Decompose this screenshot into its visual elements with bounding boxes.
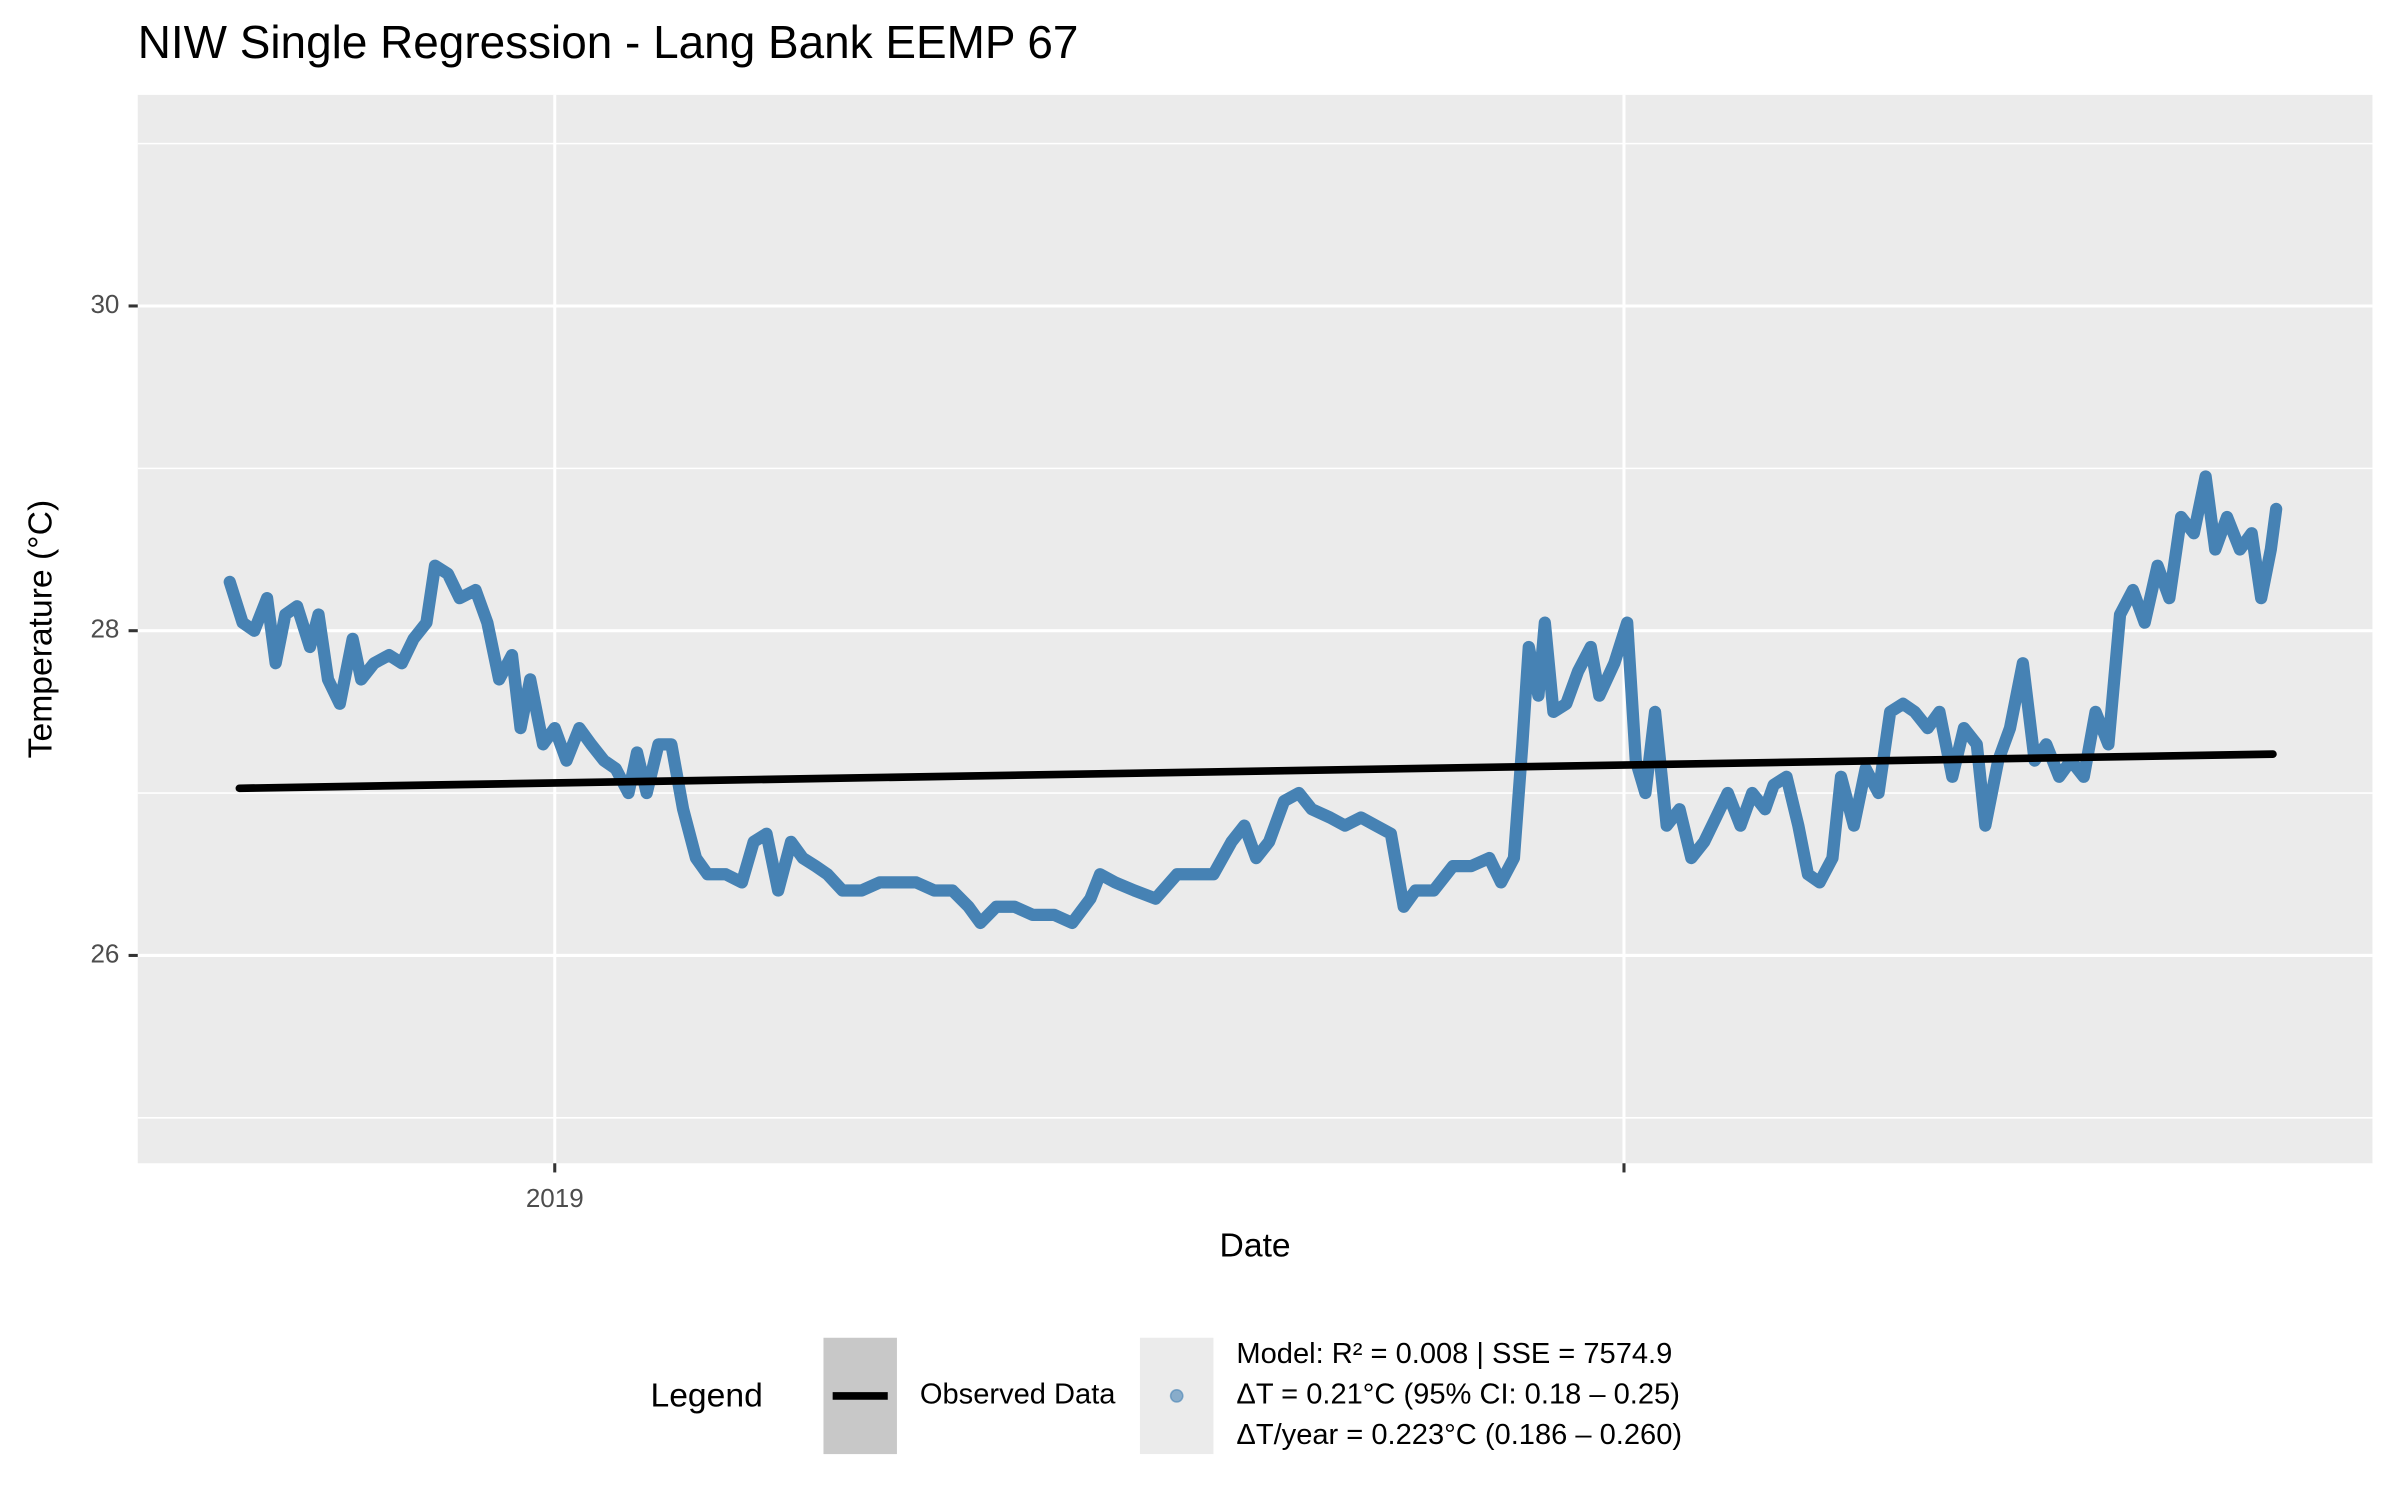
y-tick-label: 26 (90, 938, 119, 968)
y-axis-label: Temperature (°C) (23, 500, 60, 758)
legend-label: Observed Data (920, 1379, 1116, 1411)
data-line (223, 470, 2283, 930)
legend-label: ΔT = 0.21°C (95% CI: 0.18 – 0.25) (1236, 1379, 1680, 1411)
x-axis-label: Date (1220, 1227, 1291, 1264)
legend-point (1169, 1389, 1184, 1403)
data-line (235, 750, 2277, 793)
legend-title: Legend (651, 1377, 763, 1414)
y-tick-label: 30 (90, 289, 119, 319)
x-tick-label: 2019 (526, 1183, 584, 1213)
legend-label: ΔT/year = 0.223°C (0.186 – 0.260) (1236, 1419, 1682, 1451)
panel-background (137, 94, 2373, 1164)
y-tick-label: 28 (90, 614, 119, 644)
legend-label: Model: R² = 0.008 | SSE = 7574.9 (1236, 1338, 1672, 1370)
chart-title: NIW Single Regression - Lang Bank EEMP 6… (138, 16, 1079, 68)
